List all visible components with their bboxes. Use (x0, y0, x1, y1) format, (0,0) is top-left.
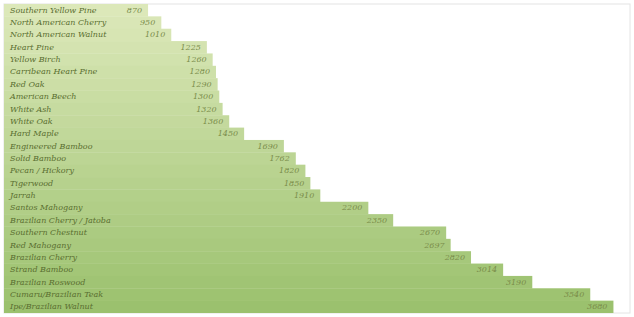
value-label: 3680 (587, 302, 607, 311)
category-label: Cumaru/Brazilian Teak (10, 290, 103, 299)
bar (4, 214, 393, 227)
value-label: 950 (140, 18, 155, 27)
bar (4, 103, 223, 116)
plot-frame (4, 4, 630, 313)
bar (4, 264, 503, 277)
value-label: 1910 (294, 191, 314, 200)
category-label: North American Walnut (9, 30, 107, 39)
category-label: Strand Bamboo (10, 265, 73, 274)
category-label: Santos Mahogany (10, 203, 83, 212)
bar (4, 276, 532, 289)
value-label: 2697 (423, 241, 445, 250)
category-label: Brazilian Cherry (9, 253, 77, 262)
bar (4, 4, 148, 17)
value-label: 2200 (341, 203, 362, 212)
category-label: Engineered Bamboo (9, 142, 93, 151)
value-label: 1320 (196, 105, 216, 114)
bar (4, 202, 368, 215)
bar (4, 41, 207, 54)
value-label: 1290 (191, 80, 211, 89)
category-label: White Oak (10, 117, 53, 126)
value-label: 1300 (193, 92, 213, 101)
value-label: 1762 (269, 154, 289, 163)
bar (4, 251, 471, 264)
value-label: 3190 (506, 278, 526, 287)
bar (4, 53, 213, 66)
bar (4, 66, 216, 79)
value-label: 1690 (258, 142, 278, 151)
bar (4, 152, 296, 165)
category-label: Red Oak (9, 80, 45, 89)
value-label: 2820 (444, 253, 465, 262)
value-label: 3014 (477, 265, 497, 274)
bar (4, 29, 171, 42)
value-label: 1850 (284, 179, 304, 188)
value-label: 1260 (186, 55, 206, 64)
value-label: 1225 (181, 43, 201, 52)
value-label: 1450 (218, 129, 238, 138)
bar (4, 301, 613, 313)
value-label: 870 (127, 6, 142, 15)
bar (4, 165, 305, 178)
category-label: Tigerwood (10, 179, 53, 188)
bar (4, 226, 446, 239)
category-label: Southern Yellow Pine (10, 6, 97, 15)
bar (4, 288, 590, 301)
bar (4, 189, 320, 202)
bar (4, 115, 229, 128)
bar (4, 91, 219, 104)
value-label: 1820 (279, 166, 299, 175)
category-label: Solid Bamboo (10, 154, 66, 163)
category-label: Jarrah (8, 191, 36, 200)
value-label: 2350 (366, 216, 387, 225)
bar (4, 177, 310, 190)
value-label: 1010 (145, 30, 165, 39)
bar (4, 239, 451, 252)
value-label: 1360 (203, 117, 223, 126)
category-label: Brazilian Roswood (9, 278, 85, 287)
bar (4, 128, 244, 141)
chart-container: Southern Yellow Pine 870 North American Ch… (0, 0, 634, 317)
category-label: Ipe/Brazilian Walnut (9, 302, 94, 311)
bars (4, 4, 613, 313)
value-label: 1280 (190, 67, 210, 76)
bar (4, 16, 161, 29)
category-label: North American Cherry (9, 18, 107, 27)
category-label: Southern Chestnut (10, 228, 88, 237)
category-label: American Beech (9, 92, 76, 101)
bar (4, 78, 218, 91)
labels: Southern Yellow Pine 870 North American Ch… (8, 6, 607, 312)
category-label: Red Mahogany (9, 241, 71, 250)
category-label: Brazilian Cherry / Jatoba (9, 216, 111, 225)
value-label: 2670 (419, 228, 440, 237)
category-label: Hard Maple (9, 129, 59, 138)
category-label: Carribean Heart Pine (10, 67, 98, 76)
category-label: White Ash (10, 105, 51, 114)
category-label: Yellow Birch (10, 55, 61, 64)
category-label: Pecan / Hickory (9, 166, 74, 175)
bar (4, 140, 284, 153)
category-label: Heart Pine (9, 43, 54, 52)
chart-svg: Southern Yellow Pine 870 North American Ch… (0, 0, 634, 317)
value-label: 3540 (564, 290, 584, 299)
